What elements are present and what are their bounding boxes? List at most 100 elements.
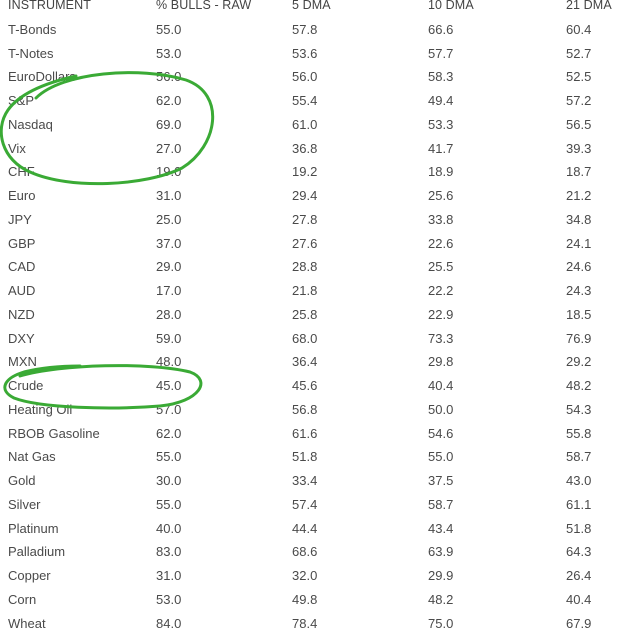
cell-21dma: 21.2 bbox=[558, 184, 620, 208]
cell-instrument: Copper bbox=[0, 564, 148, 588]
cell-10dma: 40.4 bbox=[420, 374, 558, 398]
cell-bulls-raw: 55.0 bbox=[148, 445, 284, 469]
cell-instrument: NZD bbox=[0, 303, 148, 327]
cell-10dma: 50.0 bbox=[420, 398, 558, 422]
cell-instrument: Crude bbox=[0, 374, 148, 398]
cell-10dma: 48.2 bbox=[420, 588, 558, 612]
cell-instrument: CHF bbox=[0, 160, 148, 184]
header-row: INSTRUMENT % BULLS - RAW 5 DMA 10 DMA 21… bbox=[0, 0, 620, 18]
cell-5dma: 27.6 bbox=[284, 232, 420, 256]
cell-21dma: 43.0 bbox=[558, 469, 620, 493]
cell-instrument: MXN bbox=[0, 350, 148, 374]
cell-5dma: 53.6 bbox=[284, 42, 420, 66]
cell-instrument: JPY bbox=[0, 208, 148, 232]
header-instrument: INSTRUMENT bbox=[0, 0, 148, 18]
cell-21dma: 39.3 bbox=[558, 137, 620, 161]
cell-10dma: 22.6 bbox=[420, 232, 558, 256]
cell-10dma: 63.9 bbox=[420, 540, 558, 564]
cell-10dma: 43.4 bbox=[420, 517, 558, 541]
header-bulls-raw: % BULLS - RAW bbox=[148, 0, 284, 18]
cell-bulls-raw: 57.0 bbox=[148, 398, 284, 422]
cell-5dma: 32.0 bbox=[284, 564, 420, 588]
cell-10dma: 37.5 bbox=[420, 469, 558, 493]
cell-21dma: 67.9 bbox=[558, 612, 620, 635]
cell-10dma: 58.7 bbox=[420, 493, 558, 517]
cell-21dma: 52.5 bbox=[558, 65, 620, 89]
cell-21dma: 18.5 bbox=[558, 303, 620, 327]
cell-10dma: 22.2 bbox=[420, 279, 558, 303]
cell-5dma: 21.8 bbox=[284, 279, 420, 303]
cell-bulls-raw: 55.0 bbox=[148, 493, 284, 517]
cell-instrument: Silver bbox=[0, 493, 148, 517]
cell-instrument: Nat Gas bbox=[0, 445, 148, 469]
cell-5dma: 19.2 bbox=[284, 160, 420, 184]
cell-21dma: 61.1 bbox=[558, 493, 620, 517]
cell-21dma: 57.2 bbox=[558, 89, 620, 113]
cell-21dma: 34.8 bbox=[558, 208, 620, 232]
cell-10dma: 58.3 bbox=[420, 65, 558, 89]
header-10dma: 10 DMA bbox=[420, 0, 558, 18]
cell-instrument: Platinum bbox=[0, 517, 148, 541]
cell-21dma: 56.5 bbox=[558, 113, 620, 137]
cell-5dma: 56.8 bbox=[284, 398, 420, 422]
cell-5dma: 49.8 bbox=[284, 588, 420, 612]
cell-bulls-raw: 31.0 bbox=[148, 564, 284, 588]
cell-10dma: 25.5 bbox=[420, 255, 558, 279]
cell-instrument: S&P bbox=[0, 89, 148, 113]
cell-instrument: RBOB Gasoline bbox=[0, 422, 148, 446]
cell-5dma: 29.4 bbox=[284, 184, 420, 208]
cell-bulls-raw: 48.0 bbox=[148, 350, 284, 374]
cell-5dma: 68.0 bbox=[284, 327, 420, 351]
cell-5dma: 27.8 bbox=[284, 208, 420, 232]
cell-5dma: 28.8 bbox=[284, 255, 420, 279]
header-21dma: 21 DMA bbox=[558, 0, 620, 18]
cell-10dma: 66.6 bbox=[420, 18, 558, 42]
cell-5dma: 57.8 bbox=[284, 18, 420, 42]
cell-21dma: 76.9 bbox=[558, 327, 620, 351]
cell-bulls-raw: 40.0 bbox=[148, 517, 284, 541]
cell-5dma: 61.6 bbox=[284, 422, 420, 446]
cell-10dma: 75.0 bbox=[420, 612, 558, 635]
cell-21dma: 24.1 bbox=[558, 232, 620, 256]
cell-10dma: 33.8 bbox=[420, 208, 558, 232]
cell-bulls-raw: 69.0 bbox=[148, 113, 284, 137]
cell-instrument: Wheat bbox=[0, 612, 148, 635]
cell-5dma: 68.6 bbox=[284, 540, 420, 564]
cell-bulls-raw: 37.0 bbox=[148, 232, 284, 256]
cell-instrument: Heating Oil bbox=[0, 398, 148, 422]
cell-5dma: 51.8 bbox=[284, 445, 420, 469]
cell-10dma: 41.7 bbox=[420, 137, 558, 161]
cell-10dma: 18.9 bbox=[420, 160, 558, 184]
cell-5dma: 36.8 bbox=[284, 137, 420, 161]
cell-21dma: 60.4 bbox=[558, 18, 620, 42]
cell-10dma: 29.9 bbox=[420, 564, 558, 588]
cell-5dma: 33.4 bbox=[284, 469, 420, 493]
cell-10dma: 49.4 bbox=[420, 89, 558, 113]
cell-instrument: T-Bonds bbox=[0, 18, 148, 42]
cell-21dma: 64.3 bbox=[558, 540, 620, 564]
cell-5dma: 61.0 bbox=[284, 113, 420, 137]
cell-bulls-raw: 53.0 bbox=[148, 42, 284, 66]
cell-bulls-raw: 62.0 bbox=[148, 89, 284, 113]
cell-21dma: 52.7 bbox=[558, 42, 620, 66]
cell-21dma: 29.2 bbox=[558, 350, 620, 374]
cell-21dma: 24.6 bbox=[558, 255, 620, 279]
